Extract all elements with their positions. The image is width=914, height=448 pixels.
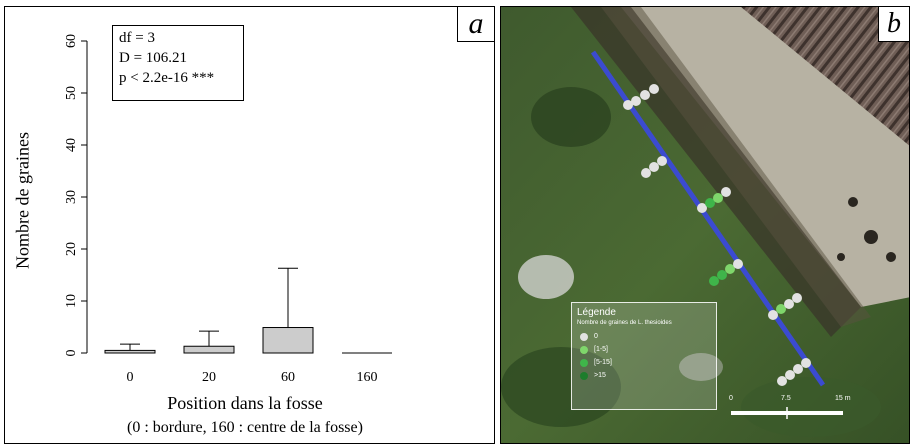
sample-point xyxy=(631,96,641,106)
map-legend: Légende Nombre de graines de L. thesioid… xyxy=(571,302,717,410)
y-tick-label: 60 xyxy=(64,34,79,48)
y-tick-label: 0 xyxy=(64,350,79,357)
scale-label-mid: 7.5 xyxy=(781,395,791,402)
sample-point xyxy=(717,270,727,280)
legend-item: [5-15] xyxy=(572,356,716,369)
x-tick-label: 20 xyxy=(202,370,216,385)
bar-chart: 0 10 20 30 40 50 60 0 20 60 160 xyxy=(64,34,392,385)
stats-box: df = 3 D = 106.21 p < 2.2e-16 *** xyxy=(112,25,244,101)
legend-dot xyxy=(580,332,588,341)
sample-points xyxy=(623,84,811,386)
x-axis-sublabel: (0 : bordure, 160 : centre de la fosse) xyxy=(127,419,363,436)
y-tick-label: 40 xyxy=(64,138,79,152)
legend-title: Légende xyxy=(577,307,616,318)
sample-point xyxy=(709,276,719,286)
panel-a-tag: a xyxy=(457,7,494,42)
satellite-map xyxy=(501,7,909,443)
x-tick-label: 0 xyxy=(127,370,134,385)
x-tick-label: 160 xyxy=(357,370,378,385)
y-tick-label: 20 xyxy=(64,242,79,256)
railway-tracks xyxy=(741,7,909,146)
legend-subtitle: Nombre de graines de L. thesioides xyxy=(577,320,672,326)
x-axis-label: Position dans la fosse xyxy=(167,393,323,413)
sample-point xyxy=(785,370,795,380)
scale-bar xyxy=(731,407,843,419)
sample-point xyxy=(641,168,651,178)
y-axis-label: Nombre de graines xyxy=(12,132,33,269)
sample-point xyxy=(777,376,787,386)
legend-label: >15 xyxy=(594,372,606,379)
sample-point xyxy=(713,193,723,203)
bar xyxy=(183,345,235,354)
sample-point xyxy=(697,203,707,213)
y-tick-label: 50 xyxy=(64,86,79,100)
legend-dot xyxy=(580,345,588,354)
legend-item: [1-5] xyxy=(572,343,716,356)
legend-label: 0 xyxy=(594,333,598,340)
legend-item: >15 xyxy=(572,369,716,382)
sample-point xyxy=(776,304,786,314)
scale-label-0: 0 xyxy=(729,395,733,402)
panel-b-tag: b xyxy=(878,7,909,42)
sample-point xyxy=(792,293,802,303)
sample-point xyxy=(801,358,811,368)
sample-point xyxy=(768,310,778,320)
sample-point xyxy=(649,162,659,172)
sample-point xyxy=(623,100,633,110)
y-tick-label: 30 xyxy=(64,190,79,204)
legend-item: 0 xyxy=(572,330,716,343)
y-tick-label: 10 xyxy=(64,294,79,308)
stats-d: D = 106.21 xyxy=(119,50,188,66)
scale-label-end: 15 m xyxy=(835,395,851,402)
sample-point xyxy=(793,364,803,374)
sample-point xyxy=(721,187,731,197)
bar xyxy=(262,327,314,354)
legend-dot xyxy=(580,371,588,380)
legend-label: [1-5] xyxy=(594,346,609,353)
legend-label: [5-15] xyxy=(594,359,612,366)
sample-point xyxy=(649,84,659,94)
legend-dot xyxy=(580,358,588,367)
pale-shrub xyxy=(518,255,574,299)
stats-df: df = 3 xyxy=(119,30,155,46)
sample-point xyxy=(640,90,650,100)
panel-b-map: 0 7.5 15 m Légende Nombre de graines de … xyxy=(500,6,910,444)
sample-point xyxy=(657,156,667,166)
x-tick-label: 60 xyxy=(281,370,295,385)
sample-point xyxy=(705,198,715,208)
bar xyxy=(104,349,156,354)
sample-point xyxy=(733,259,743,269)
sample-point xyxy=(725,264,735,274)
sample-point xyxy=(784,299,794,309)
panel-a-chart: 0 10 20 30 40 50 60 0 20 60 160 Nombre de graines … xyxy=(4,6,495,444)
stats-p: p < 2.2e-16 *** xyxy=(119,70,215,86)
